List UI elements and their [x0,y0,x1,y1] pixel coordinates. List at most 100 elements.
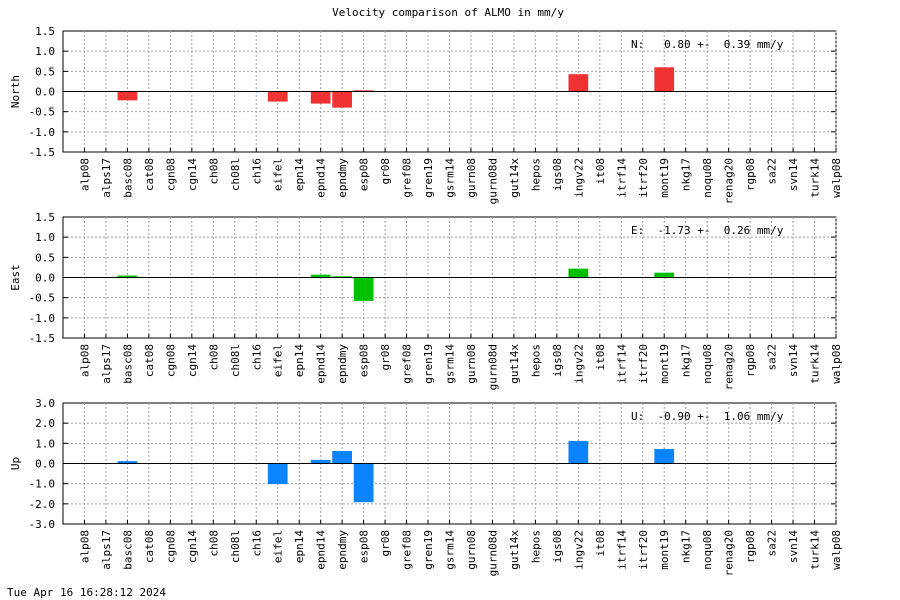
x-tick-label: itrf14 [615,158,628,198]
bar-epndmy [332,276,353,278]
x-tick-label: noqu08 [701,530,714,570]
x-tick-label: igs08 [551,344,564,377]
x-tick-label: gren19 [422,158,435,198]
x-tick-label: esp08 [358,530,371,563]
x-tick-label: nkg17 [680,344,693,377]
x-tick-label: rgp08 [744,344,757,377]
chart-panels: 1.5 1.0 0.5 0.0 -0.5 -1.0 -1.5 alp08 alps17 basc0… [9,25,843,576]
y-tick-label: 1.0 [35,437,55,450]
y-tick-label: -0.5 [29,106,56,119]
y-tick-label: 1.0 [35,231,55,244]
x-tick-label: igs08 [551,158,564,191]
x-tick-label: itrf20 [637,158,650,198]
x-tick-label: epn14 [293,344,306,377]
y-tick-label: -1.0 [29,312,56,325]
y-axis-label: North [9,75,22,108]
x-tick-label: ch08 [207,344,220,371]
bar-ingv22 [568,268,589,278]
x-tick-label: svn14 [787,344,800,377]
y-tick-label: 0.5 [35,251,55,264]
x-tick-label: ingv22 [572,158,585,198]
x-tick-label: walp08 [830,158,843,198]
x-tick-label: igs08 [551,530,564,563]
x-tick-label: cgn14 [186,530,199,563]
x-tick-label: itrf20 [637,344,650,384]
x-tick-label: itrf20 [637,530,650,570]
x-tick-label: epn14 [293,158,306,191]
x-tick-label: rgp08 [744,530,757,563]
x-tick-label: gsrm14 [444,158,457,198]
y-tick-label: -1.0 [29,126,56,139]
x-tick-label: hepos [529,344,542,377]
y-tick-label: 0.0 [35,272,55,285]
x-tick-label: turk14 [809,530,822,570]
y-tick-label: -0.5 [29,292,56,305]
bar-mont19 [654,67,675,92]
y-tick-label: 0.0 [35,458,55,471]
x-tick-label: mont19 [658,344,671,384]
x-tick-label: gut14x [508,530,521,570]
bar-eifel [267,463,288,485]
x-tick-label: cgn08 [164,530,177,563]
y-tick-label: -1.5 [29,146,56,159]
y-tick-label: 1.0 [35,45,55,58]
x-tick-label: cat08 [143,530,156,563]
x-tick-label: it08 [594,344,607,371]
x-tick-label: gurn08 [465,344,478,384]
x-tick-label: noqu08 [701,158,714,198]
x-tick-label: gren19 [422,530,435,570]
x-tick-label: alps17 [100,344,113,384]
y-tick-label: 2.0 [35,417,55,430]
bar-epndmy [332,450,353,464]
y-tick-label: 1.5 [35,25,55,38]
x-tick-label: sa22 [766,344,779,371]
x-tick-label: gurn08 [465,530,478,570]
x-tick-label: walp08 [830,344,843,384]
x-tick-label: eifel [272,530,285,563]
x-tick-label: basc08 [121,530,134,570]
x-tick-label: cgn08 [164,158,177,191]
panel-annotation: E: -1.73 +- 0.26 mm/y [631,224,784,237]
x-tick-label: hepos [529,158,542,191]
y-axis-label: East [9,264,22,291]
x-tick-label: turk14 [809,344,822,384]
bar-basc08 [117,275,138,278]
bar-mont19 [654,272,675,278]
bar-eifel [267,91,288,102]
x-tick-label: renag20 [723,158,736,204]
x-tick-label: gut14x [508,158,521,198]
x-tick-label: itrf14 [615,530,628,570]
x-tick-label: renag20 [723,344,736,390]
x-tick-label: gref08 [401,530,414,570]
x-tick-label: epndmy [336,344,349,384]
x-tick-label: ch08l [229,344,242,377]
x-tick-label: noqu08 [701,344,714,384]
bar-esp08 [353,277,374,301]
x-tick-label: gurn08d [486,344,499,390]
panel-east: 1.5 1.0 0.5 0.0 -0.5 -1.0 -1.5 alp08 alps17 basc0… [9,211,843,390]
x-tick-label: turk14 [809,158,822,198]
x-tick-label: alps17 [100,530,113,570]
chart-title: Velocity comparison of ALMO in mm/y [332,6,564,19]
x-tick-label: esp08 [358,158,371,191]
x-tick-label: gurn08 [465,158,478,198]
x-tick-label: epndmy [336,158,349,198]
x-tick-label: eifel [272,158,285,191]
y-tick-label: -1.5 [29,332,56,345]
x-tick-label: esp08 [358,344,371,377]
x-tick-label: gr08 [379,344,392,371]
footer-timestamp: Tue Apr 16 16:28:12 2024 [7,586,166,599]
y-tick-label: -2.0 [29,498,56,511]
x-tick-label: ch08 [207,158,220,185]
x-tick-label: cat08 [143,344,156,377]
x-tick-label: cgn14 [186,344,199,377]
bar-ingv22 [568,440,589,464]
x-tick-label: basc08 [121,344,134,384]
x-tick-label: mont19 [658,530,671,570]
x-tick-label: alps17 [100,158,113,198]
x-tick-label: hepos [529,530,542,563]
y-axis-label: Up [9,457,22,470]
x-tick-label: itrf14 [615,344,628,384]
panel-annotation: N: 0.80 +- 0.39 mm/y [631,38,784,51]
x-tick-label: ingv22 [572,344,585,384]
